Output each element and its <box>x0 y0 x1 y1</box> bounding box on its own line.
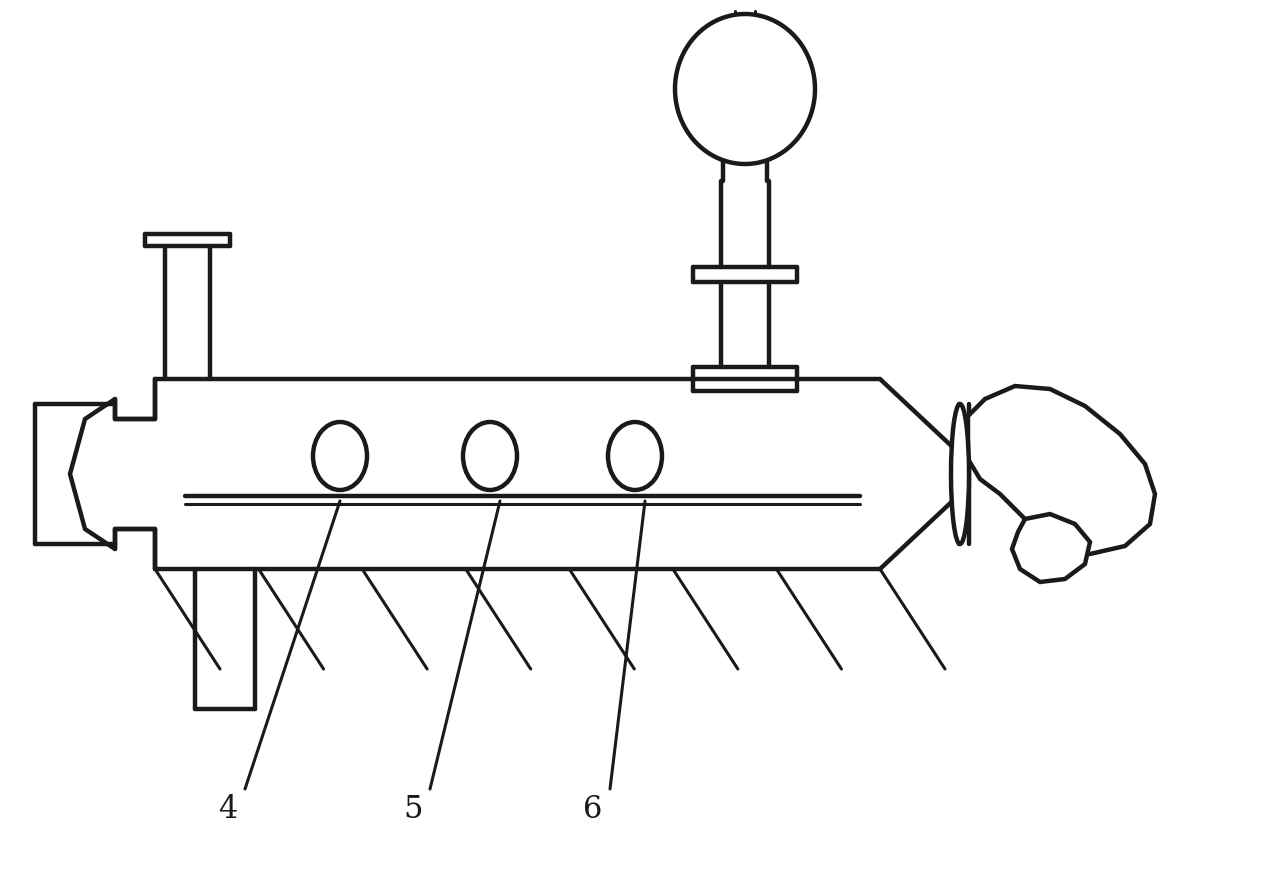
Text: 5: 5 <box>404 794 423 824</box>
Ellipse shape <box>462 423 517 490</box>
Polygon shape <box>1012 515 1091 582</box>
Ellipse shape <box>313 423 367 490</box>
Text: 4: 4 <box>218 794 238 824</box>
Ellipse shape <box>608 423 662 490</box>
Text: 6: 6 <box>583 794 603 824</box>
Ellipse shape <box>950 404 970 545</box>
Polygon shape <box>968 387 1156 554</box>
Polygon shape <box>675 15 815 165</box>
